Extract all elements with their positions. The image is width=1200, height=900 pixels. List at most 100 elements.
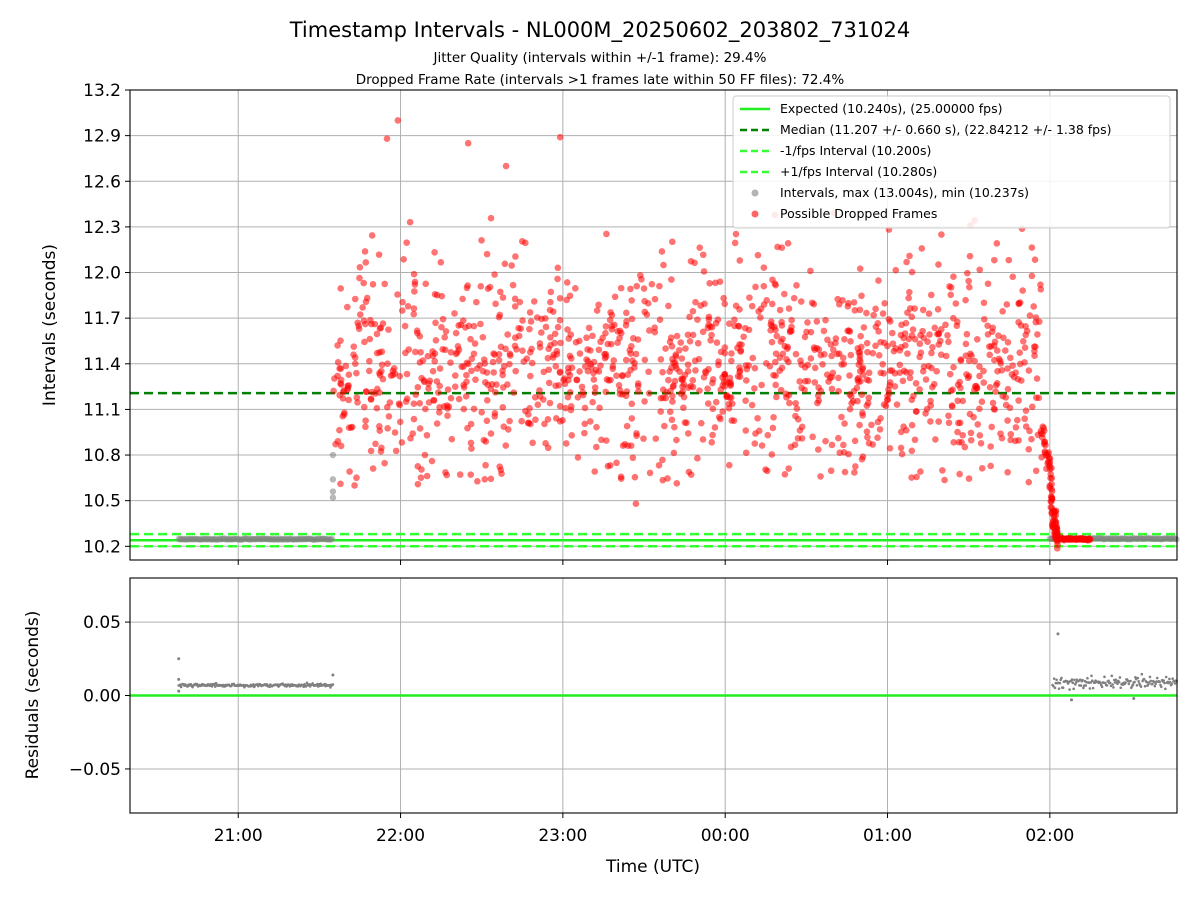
dropped-frame-point bbox=[835, 374, 842, 382]
dropped-frame-point bbox=[433, 420, 441, 427]
dropped-frame-point bbox=[673, 436, 680, 444]
interval-point bbox=[304, 535, 311, 543]
dropped-frame-point bbox=[613, 372, 620, 380]
dropped-frame-point bbox=[1005, 256, 1013, 264]
dropped-frame-point bbox=[451, 310, 458, 317]
dropped-frame-point bbox=[576, 337, 583, 345]
dropped-frame-point bbox=[847, 351, 855, 359]
residual-point bbox=[1074, 681, 1078, 684]
dropped-frame-point bbox=[819, 361, 826, 368]
dropped-frame-point bbox=[563, 279, 571, 286]
dropped-frame-point bbox=[860, 324, 868, 331]
dropped-frame-point bbox=[652, 435, 660, 442]
dropped-frame-point bbox=[694, 454, 701, 462]
dropped-frame-point bbox=[351, 354, 359, 361]
dropped-frame-point bbox=[1002, 401, 1010, 409]
dropped-frame-point bbox=[973, 336, 981, 343]
dropped-frame-point bbox=[631, 473, 639, 481]
dropped-frame-point bbox=[403, 370, 411, 378]
interval-point bbox=[1103, 535, 1111, 542]
interval-point bbox=[1147, 535, 1155, 542]
dropped-frame-point bbox=[692, 298, 699, 306]
dropped-frame-point bbox=[987, 462, 994, 470]
interval-point bbox=[329, 451, 337, 459]
dropped-frame-point bbox=[396, 418, 404, 426]
dropped-frame-point bbox=[481, 379, 489, 386]
dropped-frame-point bbox=[906, 374, 914, 382]
interval-point bbox=[182, 535, 190, 543]
interval-point bbox=[185, 535, 192, 543]
dropped-frame-point bbox=[562, 404, 569, 412]
dropped-frame-point bbox=[908, 313, 916, 321]
dropped-frame-point bbox=[891, 369, 899, 377]
interval-point bbox=[1159, 535, 1167, 543]
interval-point bbox=[198, 536, 206, 543]
dropped-frame-point bbox=[400, 256, 407, 263]
residual-point bbox=[1127, 682, 1131, 686]
dropped-frame-point bbox=[471, 340, 479, 347]
dropped-frame-point bbox=[1012, 369, 1019, 377]
interval-point bbox=[1094, 535, 1101, 542]
dropped-frame-point bbox=[908, 268, 916, 276]
dropped-frame-point bbox=[361, 338, 368, 346]
dropped-frame-point bbox=[518, 417, 525, 425]
residual-point bbox=[1091, 679, 1094, 683]
dropped-frame-point bbox=[700, 268, 708, 275]
dropped-frame-point bbox=[954, 428, 961, 436]
interval-point bbox=[238, 535, 246, 543]
dropped-frame-point bbox=[506, 417, 513, 425]
dropped-frame-point bbox=[748, 302, 756, 310]
dropped-frame-point bbox=[355, 325, 363, 333]
dropped-frame-point bbox=[792, 399, 799, 407]
dropped-frame-point bbox=[567, 331, 575, 338]
dropped-frame-point bbox=[477, 320, 484, 328]
dropped-frame-point bbox=[491, 271, 498, 278]
intervals-panel: 10.2 10.5 10.8 11.1 11.4 11.7 12.0 12.3 12.6 12.9… bbox=[40, 81, 1180, 565]
interval-point bbox=[1092, 535, 1100, 542]
dropped-frame-point bbox=[671, 423, 678, 431]
dropped-frame-point bbox=[518, 238, 526, 245]
dropped-frame-point bbox=[542, 323, 550, 331]
interval-point bbox=[1135, 535, 1142, 542]
dropped-frame-point bbox=[525, 411, 532, 418]
dropped-frame-point bbox=[857, 332, 864, 340]
dropped-frame-point bbox=[851, 469, 858, 476]
dropped-frame-point bbox=[814, 446, 822, 453]
dropped-frame-point bbox=[966, 283, 973, 291]
dropped-frame-point bbox=[425, 385, 432, 392]
dropped-frame-point bbox=[482, 461, 489, 469]
intervals-y-axis-label: Intervals (seconds) bbox=[40, 244, 60, 406]
residual-point bbox=[1118, 676, 1122, 679]
dropped-frame-point bbox=[468, 367, 475, 375]
dropped-frame-point bbox=[623, 388, 631, 395]
interval-point bbox=[216, 535, 224, 543]
dropped-frame-point bbox=[366, 357, 373, 365]
interval-point bbox=[180, 535, 187, 543]
dropped-frame-point bbox=[988, 328, 996, 336]
dropped-frame-point bbox=[1048, 495, 1056, 502]
interval-point bbox=[1163, 535, 1170, 542]
residual-point bbox=[1162, 679, 1166, 682]
interval-point bbox=[271, 536, 279, 543]
dropped-frame-point bbox=[495, 313, 503, 321]
dropped-frame-point bbox=[702, 368, 709, 375]
dropped-frame-point bbox=[824, 336, 831, 344]
interval-point bbox=[276, 535, 283, 542]
residual-point bbox=[1164, 675, 1168, 679]
dropped-frame-point bbox=[609, 362, 617, 370]
residual-point bbox=[1058, 681, 1062, 685]
dropped-frame-point bbox=[633, 432, 640, 439]
dropped-frame-point bbox=[704, 385, 711, 392]
dropped-frame-point bbox=[441, 333, 448, 341]
dropped-frame-point bbox=[1028, 435, 1035, 443]
dropped-frame-point bbox=[892, 345, 900, 352]
dropped-frame-point bbox=[833, 350, 841, 358]
dropped-frame-point bbox=[904, 309, 911, 317]
residual-point bbox=[1155, 676, 1159, 680]
interval-point bbox=[242, 535, 249, 542]
dropped-frame-point bbox=[585, 324, 593, 332]
dropped-frame-point bbox=[720, 294, 727, 302]
dropped-frame-point bbox=[835, 434, 842, 442]
residual-point bbox=[1139, 685, 1143, 688]
